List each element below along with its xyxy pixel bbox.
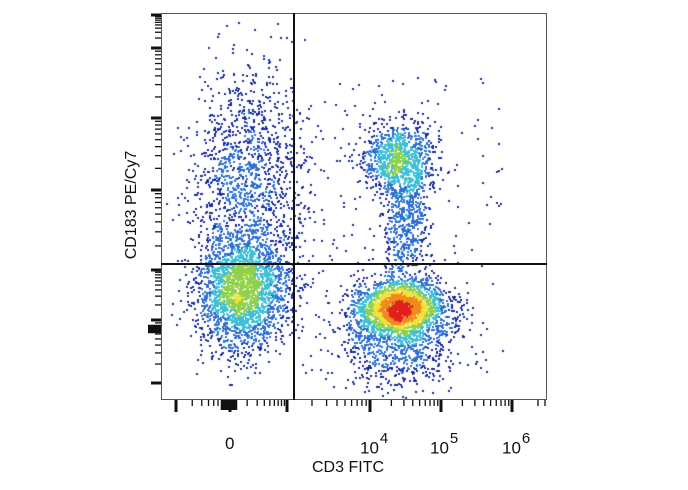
x-tick-label-1e6: 106 bbox=[502, 430, 531, 458]
x-tick-label-0: 0 bbox=[225, 434, 235, 453]
density-dot-plot bbox=[162, 14, 548, 401]
x-tick-label-1e4: 104 bbox=[360, 430, 389, 458]
plot-area bbox=[161, 13, 548, 401]
quadrant-gate-horizontal[interactable] bbox=[161, 263, 547, 265]
x-axis-title: CD3 FITC bbox=[312, 459, 384, 476]
x-tick-label-1e5: 105 bbox=[430, 430, 459, 458]
quadrant-gate-vertical[interactable] bbox=[293, 13, 295, 400]
y-axis-title: CD183 PE/Cy7 bbox=[123, 150, 140, 260]
